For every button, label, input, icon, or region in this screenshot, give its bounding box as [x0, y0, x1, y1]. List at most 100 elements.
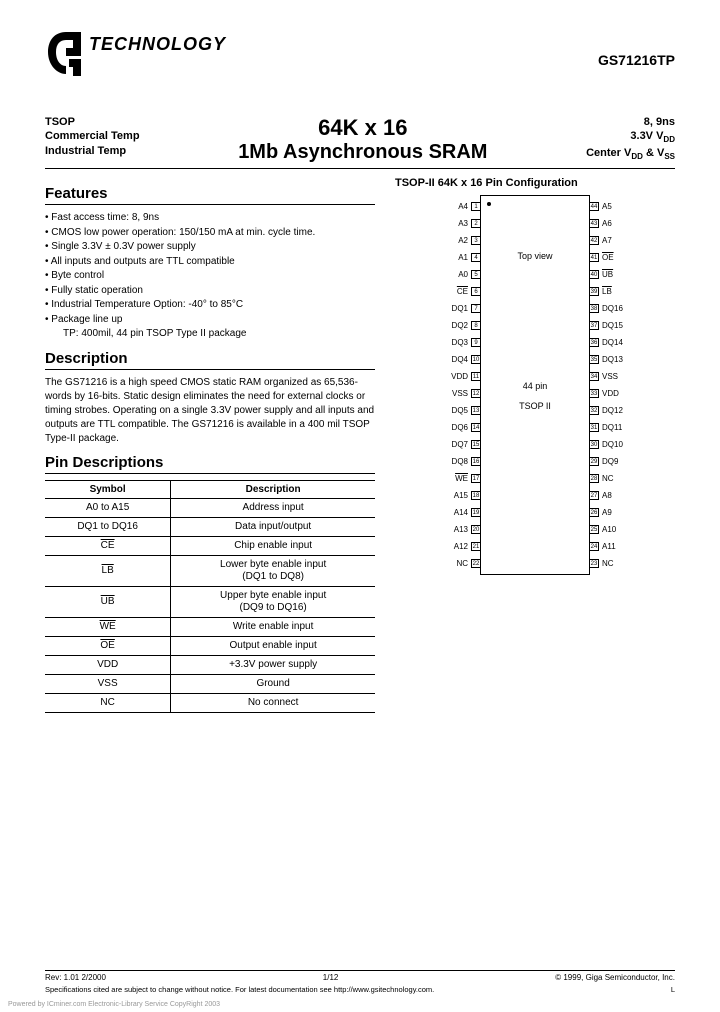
pin-row: 26A9	[589, 504, 649, 521]
pin-number: 32	[589, 406, 599, 415]
pin-row: 23NC	[589, 555, 649, 572]
pin-label: A7	[602, 236, 612, 245]
features-heading: Features	[45, 185, 375, 205]
pin-label: DQ7	[452, 440, 468, 449]
pin-label: A12	[454, 542, 468, 551]
table-row: VDD+3.3V power supply	[45, 655, 375, 674]
chip-diagram: Top view 44 pin TSOP II A41A32A23A14A05C…	[480, 195, 590, 575]
company-logo: TECHNOLOGY	[45, 30, 226, 78]
pin-number: 35	[589, 355, 599, 364]
pin-number: 38	[589, 304, 599, 313]
content: Features Fast access time: 8, 9nsCMOS lo…	[45, 177, 675, 713]
pin-number: 24	[589, 542, 599, 551]
pin-label: A15	[454, 491, 468, 500]
pin-row: 43A6	[589, 215, 649, 232]
chip-diagram-wrap: Top view 44 pin TSOP II A41A32A23A14A05C…	[395, 195, 675, 575]
pin-number: 25	[589, 525, 599, 534]
pin-row: 24A11	[589, 538, 649, 555]
pin-label: DQ1	[452, 304, 468, 313]
pin-row: 30DQ10	[589, 436, 649, 453]
pin-number: 16	[471, 457, 481, 466]
feature-item: Industrial Temperature Option: -40° to 8…	[45, 298, 375, 313]
feature-item: Package line up	[45, 313, 375, 328]
pin-label: VDD	[451, 372, 468, 381]
pin-number: 29	[589, 457, 599, 466]
pin-number: 41	[589, 253, 599, 262]
table-row: DQ1 to DQ16Data input/output	[45, 517, 375, 536]
pin-number: 37	[589, 321, 599, 330]
pin-number: 21	[471, 542, 481, 551]
table-row: UBUpper byte enable input(DQ9 to DQ16)	[45, 586, 375, 617]
pin-row: 25A10	[589, 521, 649, 538]
header: TECHNOLOGY GS71216TP	[45, 30, 675, 115]
pin-symbol: VDD	[45, 655, 171, 674]
pin-number: 2	[471, 219, 481, 228]
pin-row: 40UB	[589, 266, 649, 283]
pin-number: 1	[471, 202, 481, 211]
pin-row: 29DQ9	[589, 453, 649, 470]
pin-label: DQ4	[452, 355, 468, 364]
pin-description: Address input	[171, 498, 375, 517]
header-left-2: Commercial Temp	[45, 129, 140, 143]
pin-label: A6	[602, 219, 612, 228]
table-row: WEWrite enable input	[45, 617, 375, 636]
pin-number: 43	[589, 219, 599, 228]
pin-row: 32DQ12	[589, 402, 649, 419]
pin-symbol: VSS	[45, 674, 171, 693]
footer-rev: Rev: 1.01 2/2000	[45, 973, 106, 982]
pin-number: 12	[471, 389, 481, 398]
header-right-1: 8, 9ns	[586, 115, 675, 129]
feature-item: All inputs and outputs are TTL compatibl…	[45, 255, 375, 270]
pin-label: A5	[602, 202, 612, 211]
pin-symbol: CE	[45, 536, 171, 555]
pin-label: DQ5	[452, 406, 468, 415]
title-row: TSOP Commercial Temp Industrial Temp 64K…	[45, 115, 675, 169]
pin-row: A23	[421, 232, 481, 249]
feature-item: CMOS low power operation: 150/150 mA at …	[45, 226, 375, 241]
pin-label: DQ15	[602, 321, 623, 330]
pin-row: DQ39	[421, 334, 481, 351]
pin-label: A3	[458, 219, 468, 228]
pin-label: A11	[602, 542, 616, 551]
pin-row: 34VSS	[589, 368, 649, 385]
pin-row: VSS12	[421, 385, 481, 402]
pin-row: DQ614	[421, 419, 481, 436]
pin-label: UB	[602, 270, 613, 279]
pin-label: DQ6	[452, 423, 468, 432]
pin-number: 20	[471, 525, 481, 534]
pin-number: 3	[471, 236, 481, 245]
pin-row: A1320	[421, 521, 481, 538]
pin-number: 39	[589, 287, 599, 296]
pin-description: Chip enable input	[171, 536, 375, 555]
pin-row: DQ715	[421, 436, 481, 453]
pin-description: Upper byte enable input(DQ9 to DQ16)	[171, 586, 375, 617]
title-line1: 64K x 16	[238, 115, 487, 141]
pin-description: No connect	[171, 693, 375, 712]
left-column: Features Fast access time: 8, 9nsCMOS lo…	[45, 177, 375, 713]
pin-label: DQ2	[452, 321, 468, 330]
header-right-3: Center VDD & VSS	[586, 146, 675, 163]
pin-symbol: WE	[45, 617, 171, 636]
pin-label: A14	[454, 508, 468, 517]
pin-label: NC	[602, 474, 614, 483]
pin-row: 27A8	[589, 487, 649, 504]
pin-number: 44	[589, 202, 599, 211]
feature-item: Fast access time: 8, 9ns	[45, 211, 375, 226]
pin-symbol: DQ1 to DQ16	[45, 517, 171, 536]
pin-row: 28NC	[589, 470, 649, 487]
pin-number: 36	[589, 338, 599, 347]
pin-label: A4	[458, 202, 468, 211]
pin-number: 14	[471, 423, 481, 432]
pin-number: 18	[471, 491, 481, 500]
table-row: CEChip enable input	[45, 536, 375, 555]
pin-number: 27	[589, 491, 599, 500]
pin-label: DQ11	[602, 423, 622, 432]
pin-number: 10	[471, 355, 481, 364]
pin-row: WE17	[421, 470, 481, 487]
pin-label: DQ12	[602, 406, 623, 415]
pin-row: 44A5	[589, 198, 649, 215]
pin-table-header-symbol: Symbol	[45, 480, 171, 498]
pin-label: DQ16	[602, 304, 623, 313]
features-list: Fast access time: 8, 9nsCMOS low power o…	[45, 211, 375, 342]
pin-number: 30	[589, 440, 599, 449]
